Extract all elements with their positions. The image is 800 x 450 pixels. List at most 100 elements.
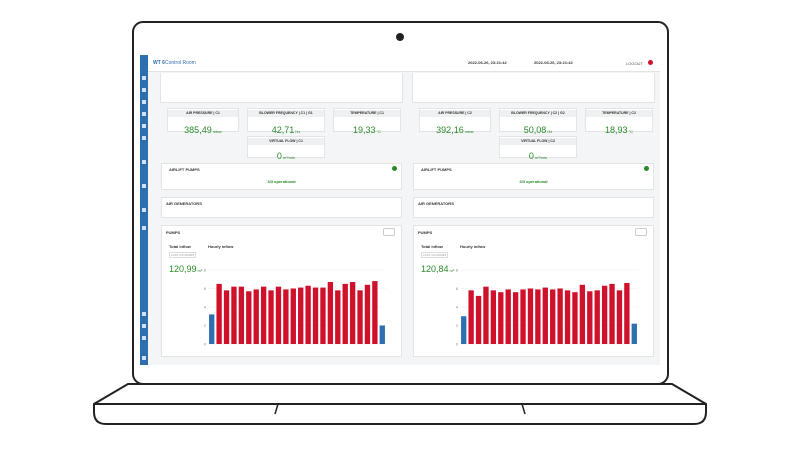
section-title: AIR GENERATORS — [166, 201, 202, 206]
section-title: AIRLIFT PUMPS — [169, 167, 200, 172]
dashboard: WT 6 Control Room 2022-06-26, 23:21:42 2… — [148, 55, 660, 365]
total-value: 120,84 — [421, 264, 449, 274]
alert-icon[interactable] — [648, 60, 653, 65]
bar — [550, 289, 556, 344]
site-name: WT 6 — [153, 60, 165, 66]
bar — [601, 285, 608, 344]
total-row: 120,99m³ — [169, 259, 202, 277]
metric-value-row: 50,08Hz — [500, 120, 576, 138]
bar — [587, 291, 593, 344]
metric-value: 19,33 — [352, 125, 376, 135]
metric-value: 18,93 — [604, 125, 628, 135]
hinge-mark — [274, 403, 279, 415]
metric-value: 0 — [528, 151, 534, 161]
bar — [483, 286, 489, 344]
section-title: PUMPS — [166, 230, 181, 235]
bar — [542, 287, 548, 344]
download-button[interactable] — [383, 228, 395, 236]
metric-value: 392,16 — [436, 125, 464, 135]
hourly-inflow-chart: 0 2 4 6 8 — [456, 268, 638, 347]
bar — [572, 292, 578, 344]
bar — [260, 286, 267, 344]
bar — [290, 288, 296, 344]
bar — [216, 283, 222, 344]
bar — [520, 289, 526, 344]
metric-label: TEMPERATURE | C1 — [334, 110, 400, 117]
bar — [275, 286, 282, 344]
bar — [283, 289, 289, 344]
bar — [223, 290, 230, 344]
metric-value-row: 19,33°C — [334, 120, 400, 138]
total-unit: m³ — [197, 268, 203, 273]
chart-title: Hourly inflow — [460, 244, 486, 249]
bar — [579, 284, 586, 344]
bar — [335, 290, 341, 344]
bar — [305, 285, 311, 344]
metric-label: AIR PRESSURE | C1 — [168, 110, 238, 117]
bar — [298, 287, 304, 344]
metric-card: BLOWER FREQUENCY | C2 | G2 50,08Hz — [499, 108, 577, 135]
bar — [364, 284, 371, 344]
metric-value-row: 392,16mbar — [420, 120, 490, 138]
metric-card: VIRTUAL FLOW | C2 0m³/min — [499, 136, 577, 161]
bar — [209, 314, 215, 344]
bar — [357, 290, 363, 344]
sidebar-icons — [142, 76, 146, 360]
metric-label: VIRTUAL FLOW | C2 — [500, 138, 576, 145]
y-tick-label: 8 — [456, 268, 459, 273]
metric-value-row: 0m³/min — [500, 146, 576, 164]
metric-label: TEMPERATURE | C2 — [586, 110, 652, 117]
bar — [231, 286, 237, 344]
bar — [535, 289, 541, 344]
metric-unit: m³/min — [534, 155, 548, 160]
bar — [253, 289, 259, 344]
metric-value: 50,08 — [523, 125, 547, 135]
metric-card: AIR PRESSURE | C2 392,16mbar — [419, 108, 491, 135]
metric-unit: Hz — [295, 129, 301, 134]
metric-unit: °C — [628, 129, 634, 134]
status-ok-icon — [392, 166, 397, 171]
metric-unit: °C — [376, 129, 382, 134]
hourly-inflow-chart: 0 2 4 6 8 — [204, 268, 386, 347]
previous-chart — [412, 73, 655, 103]
metric-card: TEMPERATURE | C2 18,93°C — [585, 108, 653, 135]
airlift-status: 3/3 operational — [519, 179, 548, 184]
status-ok-icon — [644, 166, 649, 171]
bar — [594, 290, 600, 344]
chart-title: Hourly inflow — [208, 244, 234, 249]
metric-unit: mbar — [464, 129, 474, 134]
bar — [461, 316, 467, 344]
bar — [490, 290, 497, 344]
bar — [609, 283, 615, 344]
metric-label: VIRTUAL FLOW | C1 — [248, 138, 324, 145]
metric-value: 385,49 — [184, 125, 212, 135]
total-label: Total inflow — [421, 244, 443, 249]
metric-label: BLOWER FREQUENCY | C2 | G2 — [500, 110, 576, 117]
total-value: 120,99 — [169, 264, 197, 274]
y-tick-label: 8 — [204, 268, 207, 273]
bar — [320, 287, 326, 344]
download-button[interactable] — [635, 228, 647, 236]
y-tick-label: 6 — [456, 286, 459, 291]
page-name: Control Room — [165, 60, 196, 66]
metric-unit: mbar — [212, 129, 222, 134]
y-tick-label: 0 — [204, 342, 207, 347]
airlift-pumps: AIRLIFT PUMPS 3/3 operational — [161, 163, 402, 190]
bar — [475, 295, 482, 344]
section-title: AIRLIFT PUMPS — [421, 167, 452, 172]
bar — [327, 282, 334, 344]
period-label: LAST 24 HOURS — [421, 252, 449, 258]
logout-button[interactable]: LOGOUT — [626, 61, 643, 66]
bar — [238, 286, 245, 344]
metric-unit: m³/min — [282, 155, 296, 160]
airlift-pumps: AIRLIFT PUMPS 3/3 operational — [413, 163, 654, 190]
bar — [268, 290, 274, 344]
pumps: PUMPS Total inflow LAST 24 HOURS 120,99m³ Ho… — [161, 225, 402, 357]
y-tick-label: 2 — [204, 323, 207, 328]
metric-value-row: 18,93°C — [586, 120, 652, 138]
hinge-mark — [521, 403, 526, 415]
bar — [527, 288, 534, 344]
total-label: Total inflow — [169, 244, 191, 249]
